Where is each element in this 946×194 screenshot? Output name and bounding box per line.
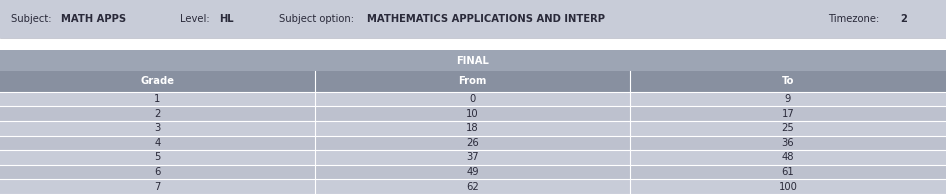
- Text: From: From: [459, 76, 486, 86]
- Text: 17: 17: [781, 109, 795, 119]
- Text: Grade: Grade: [141, 76, 174, 86]
- Text: 3: 3: [154, 123, 161, 133]
- Text: 6: 6: [154, 167, 161, 177]
- Text: MATHEMATICS APPLICATIONS AND INTERP: MATHEMATICS APPLICATIONS AND INTERP: [367, 14, 605, 24]
- Text: Level:: Level:: [180, 14, 213, 24]
- Bar: [0, 136, 946, 150]
- Bar: [0, 179, 946, 194]
- Text: 1: 1: [154, 94, 161, 104]
- Text: 25: 25: [781, 123, 795, 133]
- Text: To: To: [781, 76, 795, 86]
- Bar: [0, 150, 946, 165]
- Text: FINAL: FINAL: [457, 56, 489, 66]
- Text: HL: HL: [219, 14, 234, 24]
- Bar: [0, 50, 946, 71]
- Text: 5: 5: [154, 152, 161, 163]
- Text: Subject:: Subject:: [11, 14, 55, 24]
- Bar: [0, 71, 946, 92]
- Text: 26: 26: [466, 138, 479, 148]
- Text: 18: 18: [466, 123, 479, 133]
- Bar: [0, 106, 946, 121]
- Text: 62: 62: [466, 182, 479, 192]
- Text: 4: 4: [154, 138, 161, 148]
- Text: 9: 9: [785, 94, 791, 104]
- Text: 37: 37: [466, 152, 479, 163]
- Text: 36: 36: [781, 138, 795, 148]
- Text: MATH APPS: MATH APPS: [61, 14, 127, 24]
- Text: 0: 0: [469, 94, 476, 104]
- Text: Timezone:: Timezone:: [828, 14, 882, 24]
- Text: 10: 10: [466, 109, 479, 119]
- Bar: [0, 0, 946, 38]
- Bar: [0, 165, 946, 179]
- Bar: [0, 121, 946, 136]
- Bar: [0, 92, 946, 106]
- Text: 48: 48: [781, 152, 795, 163]
- Text: 61: 61: [781, 167, 795, 177]
- Text: 7: 7: [154, 182, 161, 192]
- Text: Subject option:: Subject option:: [279, 14, 358, 24]
- Text: 49: 49: [466, 167, 479, 177]
- Text: 100: 100: [779, 182, 797, 192]
- Text: 2: 2: [154, 109, 161, 119]
- Text: 2: 2: [901, 14, 907, 24]
